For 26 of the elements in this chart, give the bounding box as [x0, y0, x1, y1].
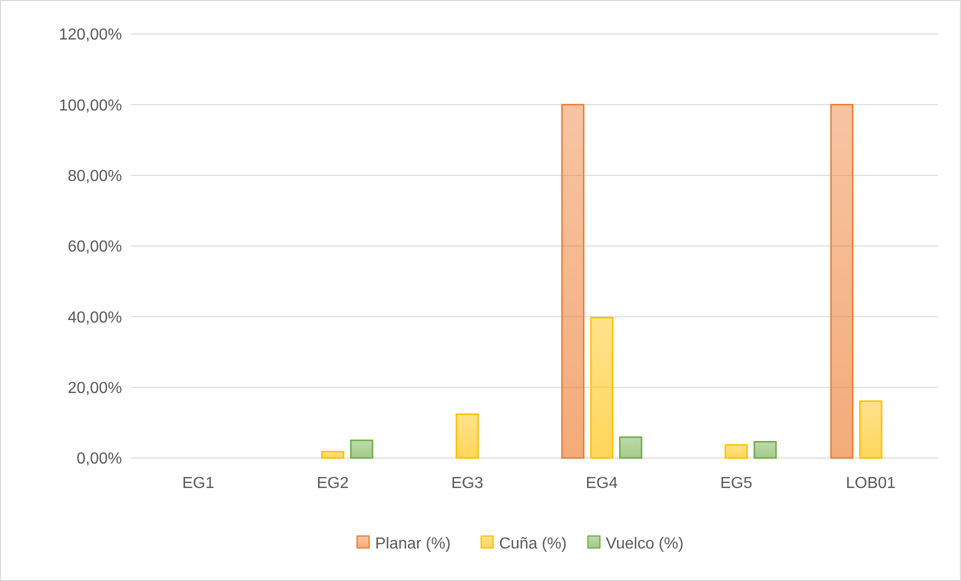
y-tick-label: 100,00% — [58, 97, 122, 114]
bar — [321, 450, 344, 459]
x-tick-label: EG1 — [182, 475, 214, 492]
y-tick-label: 60,00% — [68, 238, 122, 256]
bar — [350, 440, 374, 459]
bar — [456, 413, 479, 459]
x-tick-label: EG2 — [316, 475, 349, 492]
bar — [561, 104, 584, 459]
y-tick-label: 120,00% — [58, 26, 122, 44]
legend-label: Planar (%) — [375, 536, 451, 553]
y-tick-label: 0,00% — [76, 450, 122, 468]
x-tick-label: EG4 — [586, 475, 618, 492]
bar — [859, 400, 882, 459]
bar — [590, 316, 614, 459]
x-tick-label: EG3 — [451, 475, 484, 492]
bar — [830, 104, 854, 459]
x-tick-label: EG5 — [720, 475, 752, 492]
legend-label: Vuelco (%) — [606, 536, 684, 553]
y-tick-label: 80,00% — [68, 168, 122, 185]
y-tick-label: 40,00% — [68, 309, 122, 326]
y-tick-label: 20,00% — [68, 380, 122, 397]
legend-label: Cuña (%) — [499, 536, 567, 553]
bar — [754, 440, 777, 459]
x-tick-label: LOB01 — [846, 475, 896, 492]
bar — [724, 444, 748, 459]
bar — [619, 436, 642, 459]
